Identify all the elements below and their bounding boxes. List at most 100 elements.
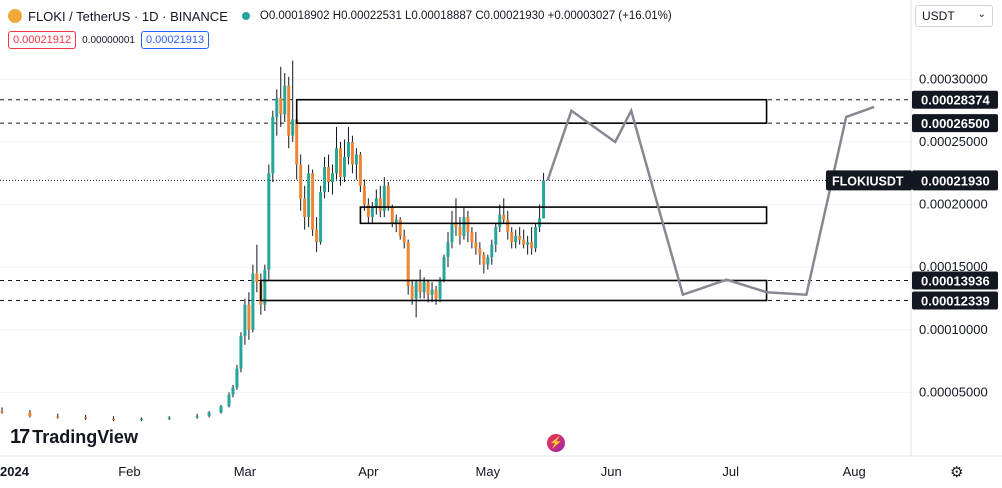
legend-header: FLOKI / TetherUS · 1D · BINANCE O0.00018… [8, 6, 672, 26]
x-tick-label: 2024 [0, 464, 30, 479]
candle-body [542, 180, 546, 219]
level-label-bg [912, 291, 998, 310]
market-open-dot-icon [241, 12, 250, 20]
zone-rectangle [359, 206, 768, 225]
candle-body [219, 406, 223, 413]
last-price-label-bg [912, 170, 998, 191]
candle-body [0, 411, 4, 413]
x-tick-label: Jul [722, 464, 739, 479]
symbol-title[interactable]: FLOKI / TetherUS · 1D · BINANCE [28, 8, 228, 24]
tradingview-logo: 17 TradingView [10, 426, 138, 449]
y-tick-label: 0.00005000 [919, 384, 988, 399]
candle-body [307, 173, 311, 218]
candle-body [522, 239, 526, 245]
candle-body [410, 285, 414, 299]
symbol-label: FLOKIUSDT [832, 174, 904, 188]
candle-body [454, 223, 458, 228]
x-tick-label: Aug [843, 464, 866, 479]
trade-buttons: 0.00021912 0.00000001 0.00021913 [8, 31, 210, 49]
candle-body [490, 244, 494, 258]
candle-body [338, 148, 342, 178]
level-label: 0.00026500 [921, 116, 990, 131]
candle-body [474, 242, 478, 249]
candle-body [426, 282, 430, 295]
currency-dropdown[interactable]: USDT ⌄ [915, 5, 993, 27]
candle-body [502, 214, 506, 220]
candle-body [394, 219, 398, 224]
candle-body [378, 198, 382, 211]
x-tick-label: Apr [358, 464, 379, 479]
sell-price-button[interactable]: 0.00021912 [8, 31, 77, 49]
candle-body [402, 235, 406, 243]
candle-body [283, 85, 287, 115]
candle-body [478, 248, 482, 255]
level-label: 0.00012339 [921, 293, 990, 308]
candle-body [514, 235, 518, 243]
y-tick-label: 0.00020000 [919, 197, 988, 212]
candle-body [227, 394, 231, 407]
candle-body [482, 254, 486, 265]
candle-body [335, 148, 339, 174]
candle-body [434, 289, 438, 299]
candle-body [430, 289, 434, 295]
candle-body [398, 219, 402, 236]
projection-path [546, 105, 875, 297]
candle-body [390, 207, 394, 224]
candle-body [139, 418, 143, 420]
candle-body [534, 227, 538, 249]
candle-body [84, 417, 88, 419]
symbol-label-bg [826, 170, 912, 191]
candle-body [342, 156, 346, 178]
candle-body [366, 204, 370, 218]
candle-body [291, 119, 295, 136]
candle-body [28, 412, 32, 417]
candle-body [327, 167, 331, 183]
candle-body [374, 198, 378, 208]
ohlc-values: O0.00018902 H0.00022531 L0.00018887 C0.0… [259, 10, 672, 22]
candle-body [279, 98, 283, 115]
level-label: 0.00028374 [921, 93, 990, 108]
candle-body [315, 229, 319, 243]
candle-body [247, 304, 251, 330]
candle-body [358, 154, 362, 186]
candle-body [442, 257, 446, 280]
candle-body [331, 173, 335, 183]
y-tick-label: 0.00010000 [919, 322, 988, 337]
candle-body [450, 223, 454, 243]
candle-body [255, 273, 259, 283]
x-tick-label: Jun [601, 464, 622, 479]
candle-body [470, 232, 474, 243]
gear-icon[interactable]: ⚙ [950, 464, 964, 481]
candle-body [498, 214, 502, 228]
candle-body [494, 227, 498, 245]
buy-price-button[interactable]: 0.00021913 [140, 31, 210, 49]
candle-body [271, 116, 275, 174]
candle-body [406, 242, 410, 286]
level-label-bg [912, 271, 998, 290]
candle-body [251, 273, 255, 330]
lightning-icon[interactable]: ⚡ [547, 434, 565, 452]
candle-body [195, 416, 199, 418]
candle-body [323, 167, 327, 193]
candle-body [462, 217, 466, 236]
x-tick-label: Feb [118, 464, 140, 479]
y-tick-label: 0.00025000 [919, 134, 988, 149]
candle-body [112, 418, 116, 420]
candle-body [386, 185, 390, 208]
candle-body [530, 242, 534, 249]
zone-rectangle [260, 279, 768, 302]
candle-body [299, 164, 303, 199]
candle-body [303, 198, 307, 218]
candle-body [231, 387, 235, 395]
y-tick-label: 0.00015000 [919, 259, 988, 274]
candle-body [414, 282, 418, 299]
tradingview-mark-icon: 17 [10, 426, 30, 448]
candle-body [287, 85, 291, 136]
candle-body [422, 282, 426, 293]
candle-body [350, 141, 354, 165]
zone-rectangle [295, 98, 768, 124]
level-label: 0.00013936 [921, 273, 990, 288]
candle-body [370, 207, 374, 218]
candle-body [243, 304, 247, 337]
